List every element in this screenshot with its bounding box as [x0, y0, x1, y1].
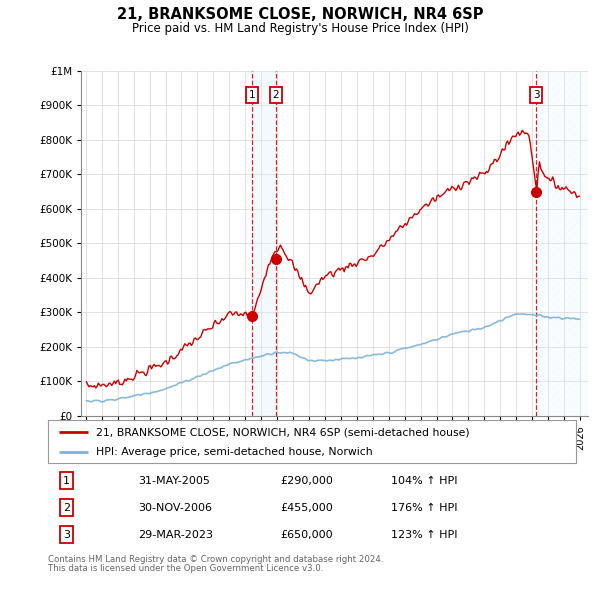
Text: 29-MAR-2023: 29-MAR-2023: [138, 530, 213, 540]
Text: 176% ↑ HPI: 176% ↑ HPI: [391, 503, 458, 513]
Text: This data is licensed under the Open Government Licence v3.0.: This data is licensed under the Open Gov…: [48, 564, 323, 573]
Text: 104% ↑ HPI: 104% ↑ HPI: [391, 476, 458, 486]
Text: 31-MAY-2005: 31-MAY-2005: [138, 476, 209, 486]
Text: Price paid vs. HM Land Registry's House Price Index (HPI): Price paid vs. HM Land Registry's House …: [131, 22, 469, 35]
Text: HPI: Average price, semi-detached house, Norwich: HPI: Average price, semi-detached house,…: [95, 447, 372, 457]
Text: 2: 2: [272, 90, 279, 100]
Text: Contains HM Land Registry data © Crown copyright and database right 2024.: Contains HM Land Registry data © Crown c…: [48, 555, 383, 563]
Text: 30-NOV-2006: 30-NOV-2006: [138, 503, 212, 513]
Text: £455,000: £455,000: [280, 503, 333, 513]
Text: 1: 1: [63, 476, 70, 486]
Text: 3: 3: [63, 530, 70, 540]
Text: 1: 1: [248, 90, 255, 100]
Bar: [252, 71, 276, 416]
Text: £290,000: £290,000: [280, 476, 333, 486]
Text: 2: 2: [63, 503, 70, 513]
Text: £650,000: £650,000: [280, 530, 333, 540]
Text: 21, BRANKSOME CLOSE, NORWICH, NR4 6SP (semi-detached house): 21, BRANKSOME CLOSE, NORWICH, NR4 6SP (s…: [95, 427, 469, 437]
Bar: [536, 71, 588, 416]
Text: 21, BRANKSOME CLOSE, NORWICH, NR4 6SP: 21, BRANKSOME CLOSE, NORWICH, NR4 6SP: [117, 7, 483, 22]
Text: 3: 3: [533, 90, 539, 100]
Text: 123% ↑ HPI: 123% ↑ HPI: [391, 530, 458, 540]
